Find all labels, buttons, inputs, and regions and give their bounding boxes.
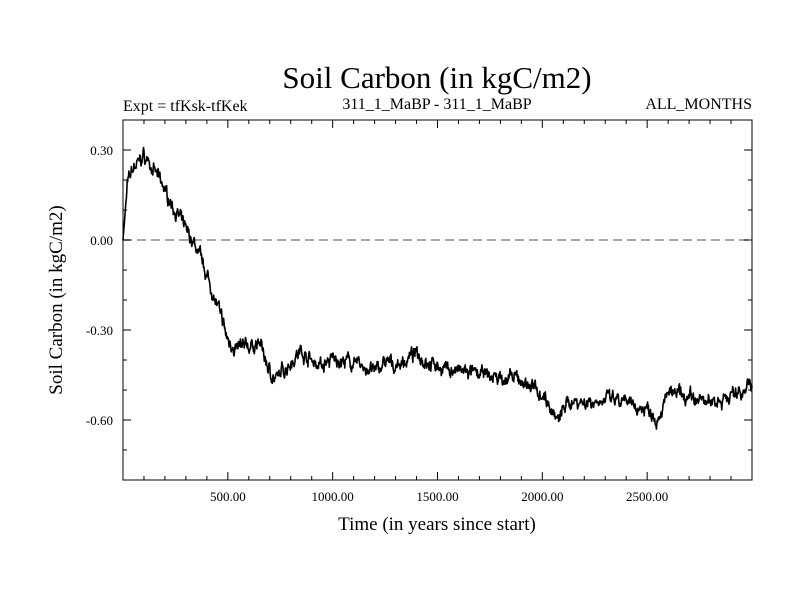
x-tick-label: 2500.00 xyxy=(626,489,668,504)
y-tick-label: -0.60 xyxy=(86,413,113,428)
y-tick-label: 0.00 xyxy=(90,233,113,248)
chart-subtitle-right: ALL_MONTHS xyxy=(645,96,752,113)
y-axis-label: Soil Carbon (in kgC/m2) xyxy=(46,205,67,394)
y-tick-label: -0.30 xyxy=(86,323,113,338)
x-tick-label: 1500.00 xyxy=(416,489,458,504)
chart-subtitle-left: Expt = tfKsk-tfKek xyxy=(123,98,248,115)
series-line-0 xyxy=(122,146,753,430)
x-axis-label: Time (in years since start) xyxy=(338,514,536,535)
x-tick-label: 2000.00 xyxy=(521,489,563,504)
chart-subtitle-center: 311_1_MaBP - 311_1_MaBP xyxy=(342,96,531,113)
chart-title: Soil Carbon (in kgC/m2) xyxy=(282,60,591,95)
plot-frame xyxy=(122,119,753,481)
x-tick-label: 500.00 xyxy=(210,489,246,504)
x-tick-label: 1000.00 xyxy=(312,489,354,504)
y-tick-label: 0.30 xyxy=(90,143,113,158)
